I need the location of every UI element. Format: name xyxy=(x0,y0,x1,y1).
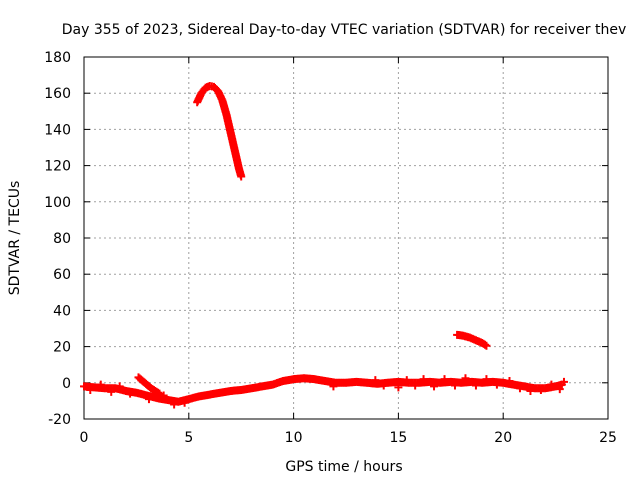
data-point-marker xyxy=(159,391,168,400)
data-point-marker xyxy=(526,386,535,395)
data-point-marker xyxy=(536,386,545,395)
data-point-marker xyxy=(155,389,164,398)
x-tick-label: 5 xyxy=(184,430,193,446)
y-tick-label: 140 xyxy=(44,122,71,138)
data-point-marker xyxy=(329,382,338,391)
x-tick-label: 20 xyxy=(494,430,512,446)
series-arc-1 xyxy=(134,373,164,398)
x-tick-marks xyxy=(83,57,609,419)
y-tick-label: 60 xyxy=(53,267,71,283)
data-point-marker xyxy=(492,380,501,389)
chart-title: Day 355 of 2023, Sidereal Day-to-day VTE… xyxy=(62,22,626,38)
data-point-marker xyxy=(450,381,459,390)
data-point-marker xyxy=(471,381,480,390)
data-point-marker xyxy=(394,383,403,392)
data-point-marker xyxy=(96,380,105,389)
data-point-marker xyxy=(482,341,491,350)
data-point-marker xyxy=(461,374,470,383)
data-series xyxy=(80,81,568,409)
data-point-marker xyxy=(170,400,179,409)
data-point-marker xyxy=(237,172,246,181)
y-tick-labels: -20 0 20 40 60 80 100 120 140 160 180 xyxy=(44,50,71,428)
series-scatter-cluster xyxy=(86,374,568,409)
data-point-marker xyxy=(402,376,411,385)
data-point-marker xyxy=(115,382,124,391)
data-point-marker xyxy=(482,375,491,384)
data-point-marker xyxy=(430,382,439,391)
data-point-marker xyxy=(126,389,135,398)
data-point-marker xyxy=(419,375,428,384)
y-tick-marks xyxy=(84,56,608,420)
data-point-marker xyxy=(411,381,420,390)
y-tick-label: 0 xyxy=(62,376,71,392)
data-point-marker xyxy=(144,395,153,404)
x-tick-labels: 0 5 10 15 20 25 xyxy=(80,430,617,446)
y-tick-label: 120 xyxy=(44,159,71,175)
y-tick-label: 40 xyxy=(53,303,71,319)
data-point-marker xyxy=(107,387,116,396)
series-arc-2 xyxy=(193,81,246,181)
y-tick-label: 20 xyxy=(53,340,71,356)
data-point-marker xyxy=(440,375,449,384)
x-tick-label: 25 xyxy=(599,430,617,446)
x-tick-label: 0 xyxy=(80,430,89,446)
y-tick-label: 160 xyxy=(44,86,71,102)
data-point-marker xyxy=(379,381,388,390)
data-point-marker xyxy=(180,398,189,407)
series-arc-3 xyxy=(453,330,491,350)
data-point-marker xyxy=(371,376,380,385)
y-tick-label: -20 xyxy=(48,412,71,428)
data-point-marker xyxy=(505,376,514,385)
x-axis-label: GPS time / hours xyxy=(285,459,402,475)
y-axis-label: SDTVAR / TECUs xyxy=(7,181,23,296)
y-tick-label: 100 xyxy=(44,195,71,211)
data-point-marker xyxy=(515,384,524,393)
y-tick-label: 180 xyxy=(44,50,71,66)
data-point-marker xyxy=(555,385,564,394)
data-point-marker xyxy=(86,386,95,395)
y-tick-label: 80 xyxy=(53,231,71,247)
x-tick-label: 15 xyxy=(389,430,407,446)
x-tick-label: 10 xyxy=(285,430,303,446)
data-point-marker xyxy=(559,377,568,386)
data-point-marker xyxy=(547,380,556,389)
